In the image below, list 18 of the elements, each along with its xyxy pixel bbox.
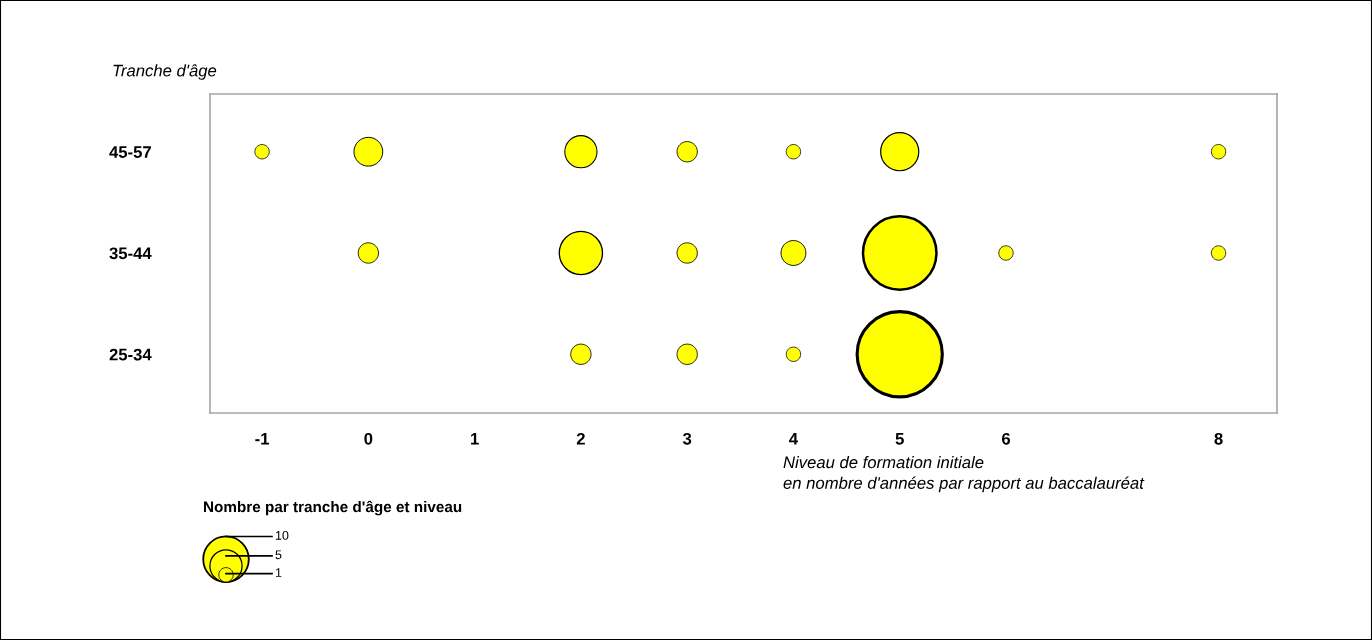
legend-title: Nombre par tranche d'âge et niveau	[204, 500, 462, 516]
y-tick-label: 45-57	[109, 146, 151, 158]
y-axis-title: Tranche d'âge	[113, 64, 217, 80]
x-tick-label: 0	[364, 432, 373, 445]
legend-label: 5	[275, 550, 282, 560]
legend-label: 10	[275, 530, 289, 540]
x-tick-label: 8	[1214, 432, 1223, 445]
x-tick-label: 2	[576, 432, 585, 445]
x-tick-label: 5	[895, 433, 904, 445]
x-tick-label: 1	[471, 433, 479, 445]
y-tick-label: 25-34	[109, 348, 152, 361]
y-tick-label: 35-44	[109, 247, 152, 260]
x-tick-label: 6	[1001, 432, 1011, 445]
x-tick-label: 3	[682, 432, 692, 445]
x-tick-label: -1	[255, 433, 270, 445]
legend-label: 1	[275, 568, 282, 577]
x-axis-title: Niveau de formation initiale en nombre d'années par rapport au baccalauréat	[783, 456, 1145, 493]
x-tick-label: 4	[789, 433, 798, 445]
